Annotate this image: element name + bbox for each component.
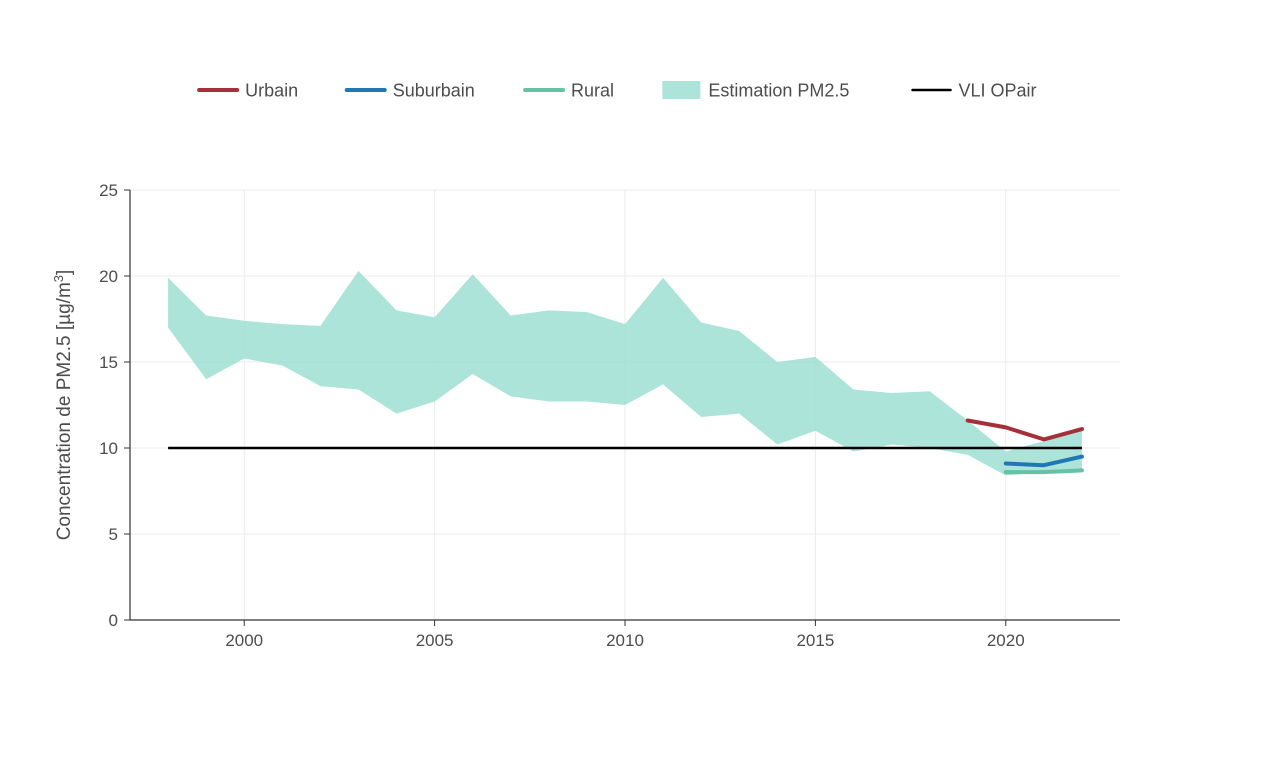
legend-label: Rural xyxy=(571,80,614,100)
legend-label: Suburbain xyxy=(393,80,475,100)
x-tick-label: 2000 xyxy=(225,631,263,650)
y-tick-label: 0 xyxy=(109,611,118,630)
y-tick-label: 20 xyxy=(99,267,118,286)
y-tick-label: 15 xyxy=(99,353,118,372)
x-tick-label: 2005 xyxy=(416,631,454,650)
pm25-chart: 2000 2005 2010 2015 2020 0 5 10 15 20 25 Concentrat… xyxy=(0,0,1280,760)
legend-item-estimation: Estimation PM2.5 xyxy=(662,80,849,100)
legend-label: Estimation PM2.5 xyxy=(708,80,849,100)
legend-label: VLI OPair xyxy=(959,80,1037,100)
chart-svg: 2000 2005 2010 2015 2020 0 5 10 15 20 25 Concentrat… xyxy=(0,0,1280,760)
legend-label: Urbain xyxy=(245,80,298,100)
legend-swatch xyxy=(662,81,700,99)
x-tick-label: 2020 xyxy=(987,631,1025,650)
rural-line xyxy=(1006,470,1082,472)
x-tick-label: 2010 xyxy=(606,631,644,650)
y-tick-label: 5 xyxy=(109,525,118,544)
y-axis-label: Concentration de PM2.5 [µg/m3] xyxy=(51,270,76,541)
y-tick-label: 10 xyxy=(99,439,118,458)
y-tick-label: 25 xyxy=(99,181,118,200)
x-tick-label: 2015 xyxy=(796,631,834,650)
